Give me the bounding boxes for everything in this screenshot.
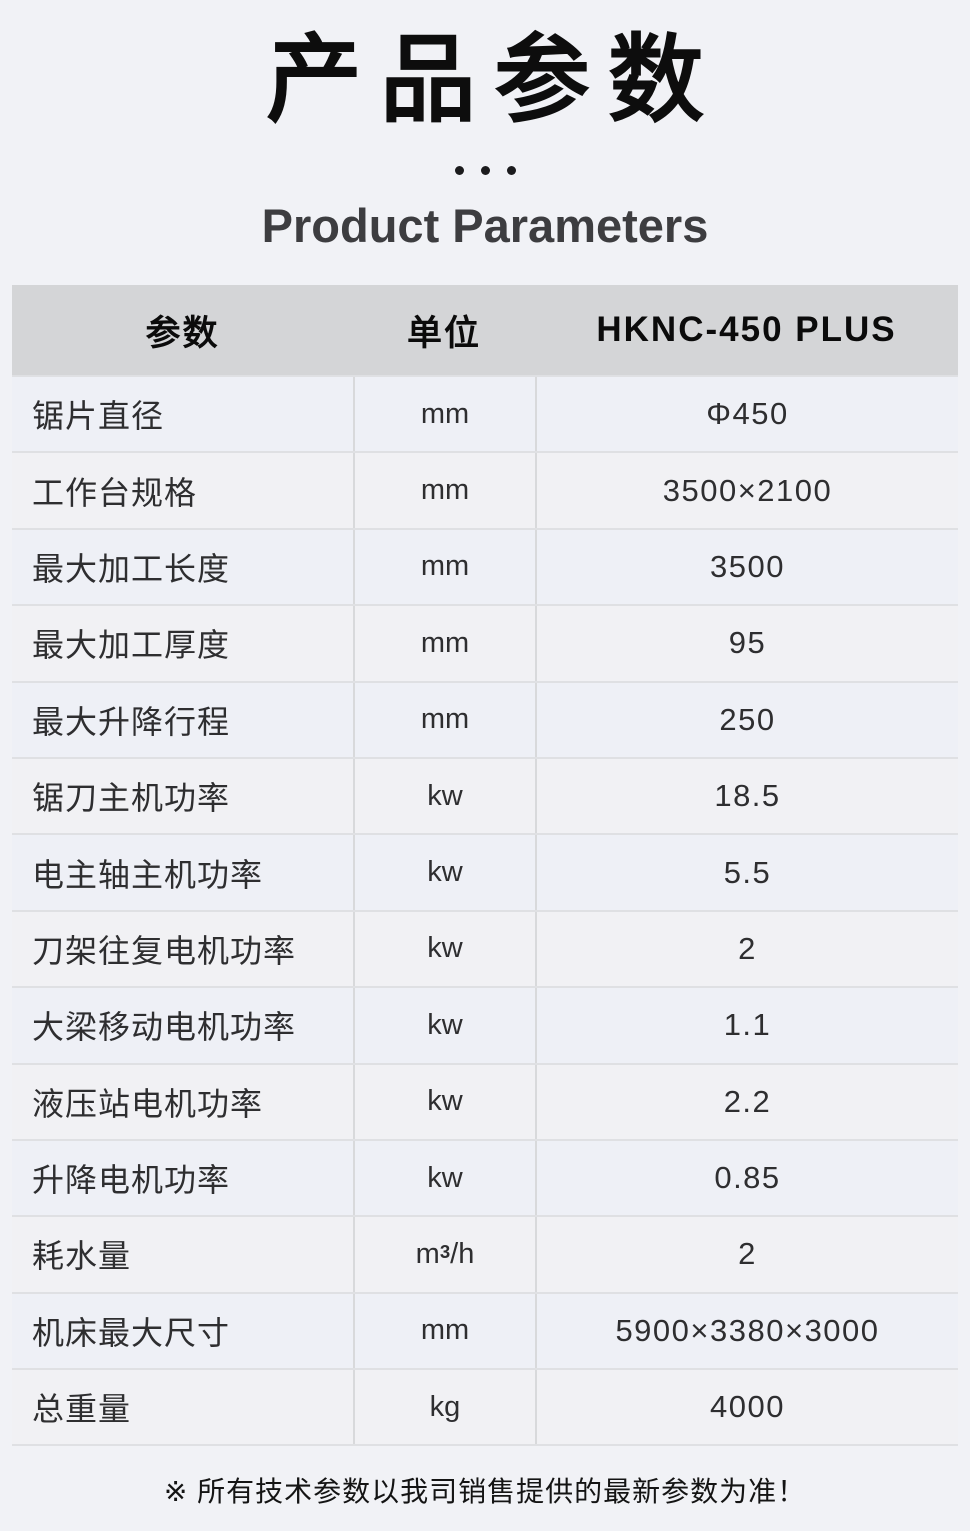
param-cell: 耗水量 — [32, 1238, 132, 1275]
value-cell: 0.85 — [535, 1140, 958, 1216]
value-cell: 4000 — [535, 1370, 958, 1445]
table-row: 电主轴主机功率 kw 5.5 — [12, 833, 958, 910]
footer-note: ※ 所有技术参数以我司销售提供的最新参数为准！ — [163, 1476, 807, 1508]
param-cell: 电主轴主机功率 — [32, 856, 264, 893]
param-cell: 刀架往复电机功率 — [32, 932, 297, 969]
value-cell: 5.5 — [535, 835, 958, 910]
param-cell: 总重量 — [32, 1391, 132, 1428]
dot-icon — [480, 166, 490, 175]
table-row: 耗水量 m 3/h 2 — [12, 1215, 958, 1292]
table-row: 升降电机功率 kw 0.85 — [12, 1138, 958, 1216]
unit-cell: m 3/h — [353, 1217, 535, 1292]
param-cell: 最大加工厚度 — [32, 627, 231, 664]
table-row: 锯片直径 mm Φ450 — [12, 375, 958, 452]
value-cell: 2.2 — [535, 1064, 958, 1139]
table-row: 最大升降行程 mm 250 — [12, 680, 958, 757]
table-row: 锯刀主机功率 kw 18.5 — [12, 756, 958, 834]
value-cell: 18.5 — [535, 758, 958, 834]
param-cell: 液压站电机功率 — [32, 1085, 264, 1122]
table-body: 锯片直径 mm Φ450 工作台规格 mm 3500×2100 最大加工长度 mm 3500 最大… — [12, 375, 958, 1447]
value-cell: 3500×2100 — [535, 453, 958, 528]
unit-cell: kg — [353, 1370, 535, 1445]
param-cell: 机床最大尺寸 — [32, 1314, 231, 1351]
param-cell: 锯刀主机功率 — [32, 780, 231, 817]
value-cell: 1.1 — [535, 988, 958, 1063]
unit-cell: mm — [353, 682, 535, 757]
unit-cell: mm — [353, 377, 535, 452]
header-parameter: 参数 — [145, 313, 220, 353]
value-cell: 5900×3380×3000 — [535, 1293, 958, 1369]
page-title: 产品参数 — [266, 27, 722, 134]
value-cell: Φ450 — [535, 377, 958, 452]
param-cell: 升降电机功率 — [32, 1162, 231, 1199]
three-dots-icon — [0, 166, 970, 176]
header-unit: 单位 — [406, 313, 481, 353]
param-cell: 最大加工长度 — [32, 550, 231, 587]
unit-cell: mm — [353, 529, 535, 605]
page-subtitle: Product Parameters — [261, 199, 709, 252]
table-row: 总重量 kg 4000 — [12, 1368, 958, 1445]
unit-cell: kw — [353, 1064, 535, 1139]
value-cell: 2 — [535, 1217, 958, 1292]
value-cell: 250 — [535, 682, 958, 757]
dot-icon — [506, 166, 516, 175]
value-cell: 3500 — [535, 529, 958, 605]
header-model: HKNC-450 PLUS — [596, 310, 897, 349]
table-row: 刀架往复电机功率 kw 2 — [12, 909, 958, 987]
unit-cell: kw — [353, 911, 535, 987]
param-cell: 锯片直径 — [32, 398, 165, 435]
table-row: 工作台规格 mm 3500×2100 — [12, 451, 958, 528]
param-cell: 最大升降行程 — [32, 703, 231, 740]
unit-cell: kw — [353, 835, 535, 910]
value-cell: 2 — [535, 911, 958, 987]
table-row: 液压站电机功率 kw 2.2 — [12, 1062, 958, 1139]
dot-icon — [454, 166, 464, 175]
unit-cell: mm — [353, 453, 535, 528]
value-cell: 95 — [535, 606, 958, 681]
unit-cell: kw — [353, 758, 535, 834]
unit-cell: mm — [353, 606, 535, 681]
table-row: 最大加工长度 mm 3500 — [12, 527, 958, 605]
unit-cell: kw — [353, 1140, 535, 1216]
table-header-row: 参数 单位 HKNC-450 PLUS — [12, 285, 958, 375]
table-row: 机床最大尺寸 mm 5900×3380×3000 — [12, 1291, 958, 1369]
unit-cell: mm — [353, 1293, 535, 1369]
table-row: 大梁移动电机功率 kw 1.1 — [12, 986, 958, 1063]
param-cell: 工作台规格 — [32, 474, 198, 511]
param-cell: 大梁移动电机功率 — [32, 1009, 297, 1046]
spec-table: 参数 单位 HKNC-450 PLUS 锯片直径 mm Φ450 工作台规格 mm 350… — [12, 285, 958, 1447]
table-row: 最大加工厚度 mm 95 — [12, 604, 958, 681]
unit-cell: kw — [353, 988, 535, 1063]
